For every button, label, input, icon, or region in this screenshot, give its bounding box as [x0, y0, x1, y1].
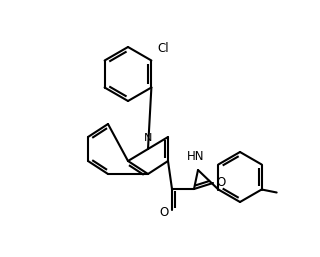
Text: N: N [144, 133, 152, 143]
Text: Cl: Cl [157, 42, 169, 56]
Text: HN: HN [187, 150, 205, 163]
Text: O: O [159, 206, 169, 218]
Text: O: O [216, 177, 226, 189]
